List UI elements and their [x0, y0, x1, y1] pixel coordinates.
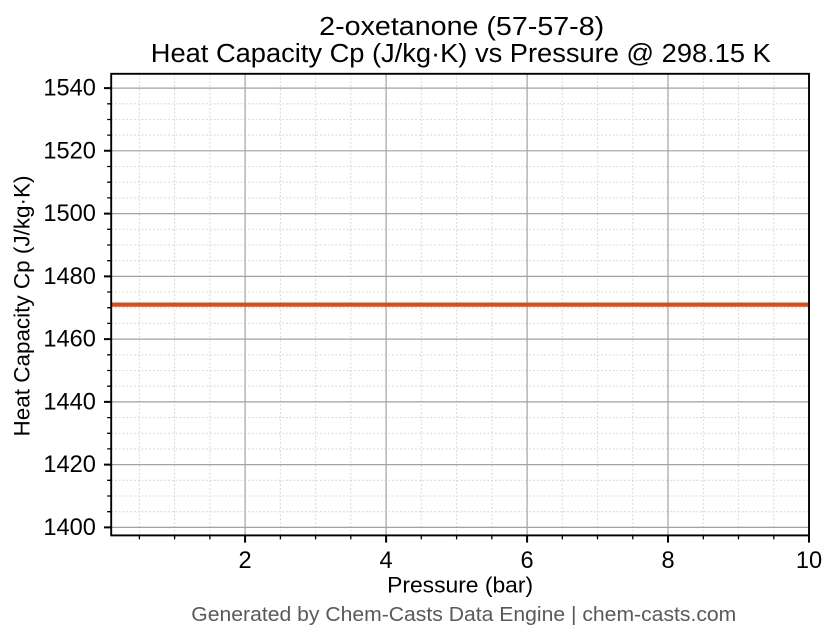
svg-text:6: 6 — [521, 548, 534, 574]
svg-text:1540: 1540 — [43, 76, 95, 102]
svg-text:1480: 1480 — [43, 264, 95, 290]
svg-text:1460: 1460 — [43, 327, 95, 353]
svg-text:1520: 1520 — [43, 138, 95, 164]
svg-text:Heat Capacity Cp (J/kg·K): Heat Capacity Cp (J/kg·K) — [9, 176, 34, 437]
svg-text:2-oxetanone (57-57-8): 2-oxetanone (57-57-8) — [319, 11, 604, 41]
svg-text:1420: 1420 — [43, 452, 95, 478]
svg-text:1500: 1500 — [43, 201, 95, 227]
svg-text:8: 8 — [661, 548, 674, 574]
svg-text:Generated by Chem-Casts Data E: Generated by Chem-Casts Data Engine | ch… — [191, 603, 736, 626]
svg-text:2: 2 — [239, 548, 252, 574]
svg-text:Pressure (bar): Pressure (bar) — [387, 573, 533, 598]
svg-text:1400: 1400 — [43, 515, 95, 541]
svg-text:4: 4 — [380, 548, 393, 574]
svg-text:1440: 1440 — [43, 390, 95, 416]
svg-text:Heat Capacity Cp (J/kg·K) vs P: Heat Capacity Cp (J/kg·K) vs Pressure @ … — [151, 38, 772, 68]
svg-text:10: 10 — [796, 548, 822, 574]
